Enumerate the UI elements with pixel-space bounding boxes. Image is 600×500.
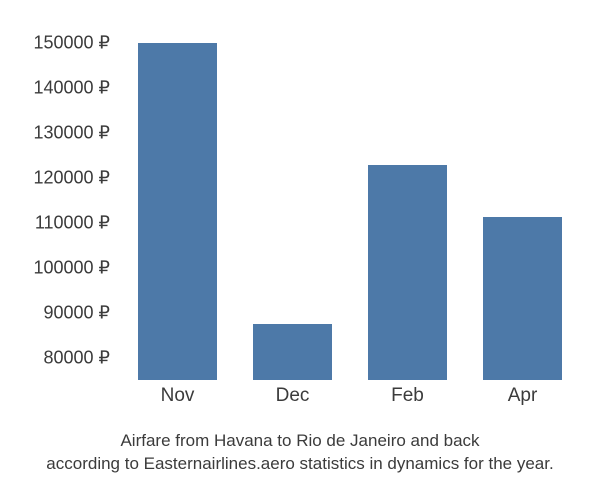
chart-caption: Airfare from Havana to Rio de Janeiro an…	[0, 430, 600, 476]
bar	[368, 165, 446, 380]
y-axis-labels: 80000 ₽ 90000 ₽ 100000 ₽ 110000 ₽ 120000 ₽ 13…	[0, 20, 120, 380]
y-tick-label: 110000 ₽	[35, 212, 120, 233]
bar	[138, 43, 216, 381]
airfare-bar-chart: 80000 ₽ 90000 ₽ 100000 ₽ 110000 ₽ 120000 ₽ 13…	[0, 0, 600, 500]
y-tick-label: 90000 ₽	[43, 302, 120, 323]
x-tick-label: Nov	[161, 385, 195, 407]
bar	[483, 217, 561, 380]
bars-container	[120, 20, 580, 380]
x-axis-labels: Nov Dec Feb Apr	[120, 385, 580, 415]
x-tick-label: Feb	[391, 385, 424, 407]
y-tick-label: 100000 ₽	[33, 257, 120, 278]
y-tick-label: 140000 ₽	[33, 77, 120, 98]
y-tick-label: 120000 ₽	[33, 167, 120, 188]
y-tick-label: 80000 ₽	[43, 347, 120, 368]
x-tick-label: Apr	[508, 385, 538, 407]
y-tick-label: 130000 ₽	[33, 122, 120, 143]
plot-area	[120, 20, 580, 380]
bar	[253, 324, 331, 380]
y-tick-label: 150000 ₽	[33, 32, 120, 53]
caption-line-1: Airfare from Havana to Rio de Janeiro an…	[120, 431, 479, 450]
x-tick-label: Dec	[276, 385, 310, 407]
caption-line-2: according to Easternairlines.aero statis…	[46, 454, 553, 473]
